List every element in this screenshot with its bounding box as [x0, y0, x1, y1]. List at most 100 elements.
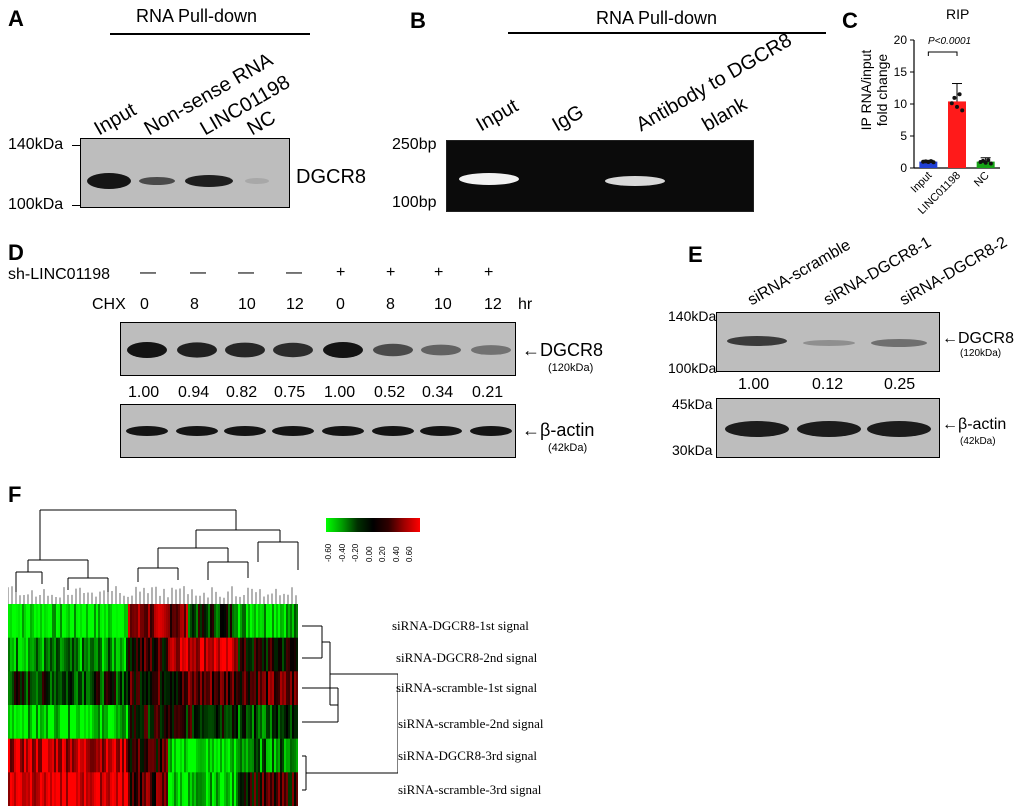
heatmap-cell [274, 772, 277, 807]
heatmap-cell [192, 637, 195, 672]
heatmap-cell [256, 604, 259, 638]
data-point [952, 95, 957, 100]
heatmap-cell [12, 604, 15, 638]
heatmap-cell [74, 705, 77, 739]
heatmap-cell [214, 604, 217, 638]
heatmap-cell [216, 637, 219, 672]
heatmap-cell [44, 705, 47, 739]
heatmap-cell [296, 604, 299, 638]
heatmap-cell [38, 604, 41, 638]
heatmap-cell [48, 705, 51, 739]
band [87, 173, 131, 189]
heatmap-cell [140, 637, 143, 672]
heatmap-cell [184, 772, 187, 807]
heatmap-cell [106, 637, 109, 672]
heatmap-cell [104, 637, 107, 672]
heatmap-cell [246, 604, 249, 638]
heatmap-cell [260, 705, 263, 739]
heatmap-cell [192, 604, 195, 638]
heatmap-cell [220, 772, 223, 807]
heatmap-cell [292, 738, 295, 773]
heatmap-cell [224, 637, 227, 672]
heatmap-cell [44, 637, 47, 672]
heatmap-cell [14, 705, 17, 739]
heatmap-cell [236, 637, 239, 672]
heatmap-cell [76, 604, 79, 638]
heatmap-cell [276, 671, 279, 706]
heatmap-cell [54, 637, 57, 672]
heatmap-cell [78, 604, 81, 638]
heatmap-cell [210, 671, 213, 706]
heatmap-cell [60, 671, 63, 706]
heatmap-cell [262, 637, 265, 672]
heatmap-cell [28, 738, 31, 773]
heatmap-cell [236, 772, 239, 807]
heatmap-cell [28, 604, 31, 638]
heatmap-cell [92, 604, 95, 638]
heatmap-cell [220, 738, 223, 773]
heatmap-cell [104, 772, 107, 807]
heatmap-cell [16, 637, 19, 672]
heatmap-cell [62, 738, 65, 773]
heatmap-cell [88, 604, 91, 638]
heatmap-cell [128, 705, 131, 739]
sh-mark: + [336, 264, 346, 281]
heatmap-cell [70, 604, 73, 638]
heatmap-cell [264, 604, 267, 638]
heatmap-cell [116, 637, 119, 672]
heatmap-cell [50, 738, 53, 773]
data-point [988, 161, 993, 166]
heatmap-cell [64, 604, 67, 638]
heatmap-cell [12, 637, 15, 672]
heatmap-cell [270, 705, 273, 739]
heatmap-cell [176, 738, 179, 773]
heatmap-cell [288, 705, 291, 739]
heatmap-cell [26, 738, 29, 773]
heatmap-cell [262, 671, 265, 706]
heatmap-cell [168, 705, 171, 739]
heatmap-cell [224, 671, 227, 706]
heatmap-cell [130, 671, 133, 706]
heatmap-cell [186, 637, 189, 672]
heatmap-cell [196, 772, 199, 807]
heatmap-cell [284, 738, 287, 773]
heatmap-cell [232, 604, 235, 638]
heatmap-cell [128, 604, 131, 638]
heatmap-cell [252, 637, 255, 672]
heatmap-cell [34, 637, 37, 672]
heatmap-cell [288, 637, 291, 672]
heatmap-cell [10, 671, 13, 706]
heatmap-cell [220, 637, 223, 672]
heatmap-cell [86, 671, 89, 706]
heatmap-cell [244, 772, 247, 807]
heatmap-cell [82, 637, 85, 672]
band [459, 173, 519, 185]
tick [72, 205, 80, 206]
band [421, 344, 461, 356]
panel-c-pvalue: P<0.0001 [928, 36, 972, 47]
heatmap-cell [174, 772, 177, 807]
heatmap-cell [186, 738, 189, 773]
heatmap-cell [264, 705, 267, 739]
heatmap-cell [92, 637, 95, 672]
heatmap-cell [270, 637, 273, 672]
heatmap-cell [70, 637, 73, 672]
heatmap-cell [238, 738, 241, 773]
heatmap-cell [286, 637, 289, 672]
heatmap-cell [52, 705, 55, 739]
heatmap-cell [104, 604, 107, 638]
quant-value: 1.00 [324, 384, 356, 401]
heatmap-cell [260, 738, 263, 773]
heatmap-cell [108, 738, 111, 773]
heatmap-cell [142, 671, 145, 706]
heatmap-cell [100, 705, 103, 739]
scale-label: 0.40 [391, 546, 401, 562]
heatmap-cell [112, 671, 115, 706]
panel-a-header: RNA Pull-down [136, 6, 258, 26]
heatmap-cell [98, 772, 101, 807]
x-tick-label: NC [972, 170, 992, 190]
heatmap-cell [124, 738, 127, 773]
heatmap-cell [36, 772, 39, 807]
heatmap-cell [28, 637, 31, 672]
heatmap-cell [278, 671, 281, 706]
